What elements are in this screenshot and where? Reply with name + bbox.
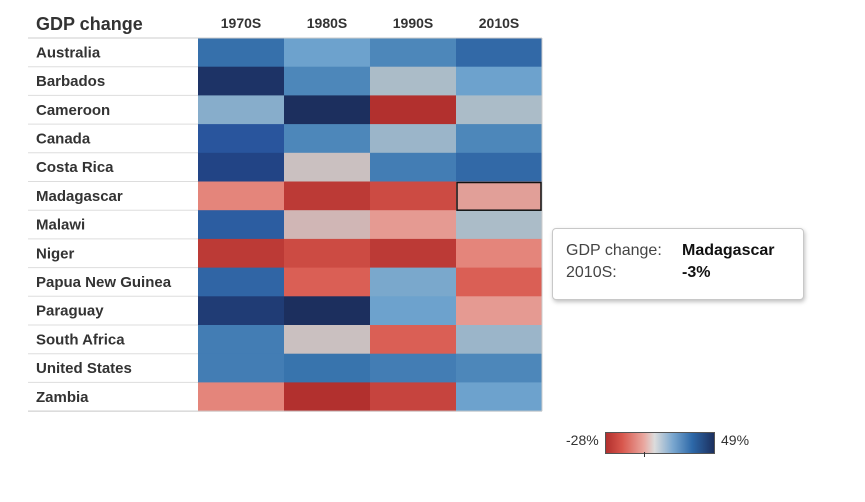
heatmap-cell[interactable] xyxy=(198,296,284,326)
heatmap-cell[interactable] xyxy=(370,38,456,68)
heatmap-cell[interactable] xyxy=(198,325,284,355)
chart-title: GDP change xyxy=(36,14,143,34)
row-label: Canada xyxy=(36,130,91,147)
row-label: Australia xyxy=(36,44,101,61)
heatmap-cell[interactable] xyxy=(370,152,456,182)
legend-slider-tick[interactable] xyxy=(644,452,645,457)
heatmap-cell[interactable] xyxy=(198,382,284,412)
color-legend-bar[interactable] xyxy=(605,432,715,454)
heatmap-cell[interactable] xyxy=(198,353,284,383)
heatmap-cell[interactable] xyxy=(456,124,542,154)
heatmap-cell[interactable] xyxy=(456,238,542,269)
heatmap-cell[interactable] xyxy=(284,181,370,211)
heatmap-cell[interactable] xyxy=(370,325,456,355)
row-label: Barbados xyxy=(36,73,105,90)
heatmap-cell[interactable] xyxy=(198,124,284,154)
heatmap-cell[interactable] xyxy=(370,238,456,269)
heatmap-cell[interactable] xyxy=(456,210,542,240)
heatmap-cell[interactable] xyxy=(284,38,370,68)
tooltip-label-decade: 2010S: xyxy=(566,264,617,281)
heatmap-cell[interactable] xyxy=(456,181,542,211)
row-label: Papua New Guinea xyxy=(36,274,172,291)
heatmap-cell[interactable] xyxy=(198,267,284,297)
heatmap-cell[interactable] xyxy=(370,382,456,412)
heatmap-cell[interactable] xyxy=(456,38,542,68)
legend-max-label: 49% xyxy=(721,432,750,448)
heatmap-cell[interactable] xyxy=(198,66,284,96)
selected-cell-outline xyxy=(456,181,542,211)
column-labels: 1970S 1980S 1990S 2010S xyxy=(221,15,519,31)
heatmap-cell[interactable] xyxy=(284,124,370,154)
row-label: United States xyxy=(36,360,132,377)
heatmap-cells xyxy=(198,38,542,412)
column-label: 1990S xyxy=(393,15,433,31)
tooltip-row-value: 2010S: -3% xyxy=(566,264,710,284)
heatmap-cell[interactable] xyxy=(456,325,542,355)
tooltip-value-percent: -3% xyxy=(682,264,711,281)
column-label: 1980S xyxy=(307,15,347,31)
tooltip-value-country: Madagascar xyxy=(682,242,775,259)
heatmap-cell[interactable] xyxy=(370,267,456,297)
heatmap-cell[interactable] xyxy=(198,181,284,211)
heatmap-cell[interactable] xyxy=(284,66,370,96)
heatmap-cell[interactable] xyxy=(284,296,370,326)
heatmap-cell[interactable] xyxy=(284,325,370,355)
row-label: Cameroon xyxy=(36,102,110,119)
heatmap-cell[interactable] xyxy=(370,66,456,96)
heatmap-cell[interactable] xyxy=(284,353,370,383)
legend-min-label: -28% xyxy=(566,432,599,448)
heatmap-cell[interactable] xyxy=(284,152,370,182)
heatmap-cell[interactable] xyxy=(198,238,284,269)
heatmap-cell[interactable] xyxy=(284,267,370,297)
row-labels: Australia Barbados Cameroon Canada Costa Ric… xyxy=(36,44,172,405)
row-label: Niger xyxy=(36,245,75,262)
heatmap-cell[interactable] xyxy=(370,181,456,211)
tooltip: GDP change: Madagascar 2010S: -3% xyxy=(552,228,804,300)
row-label: Costa Rica xyxy=(36,159,114,176)
heatmap-cell[interactable] xyxy=(370,296,456,326)
row-label: Madagascar xyxy=(36,188,123,205)
heatmap-cell[interactable] xyxy=(284,238,370,269)
heatmap-cell[interactable] xyxy=(284,382,370,412)
heatmap-cell[interactable] xyxy=(198,38,284,68)
heatmap-cell[interactable] xyxy=(456,95,542,125)
heatmap-cell[interactable] xyxy=(456,66,542,96)
heatmap-cell[interactable] xyxy=(456,353,542,383)
row-label: Zambia xyxy=(36,389,89,406)
heatmap-cell[interactable] xyxy=(370,95,456,125)
row-label: Paraguay xyxy=(36,303,104,320)
column-label: 2010S xyxy=(479,15,519,31)
row-label: Malawi xyxy=(36,217,85,234)
column-label: 1970S xyxy=(221,15,261,31)
heatmap-cell[interactable] xyxy=(456,382,542,412)
heatmap-cell[interactable] xyxy=(370,124,456,154)
row-label: South Africa xyxy=(36,331,125,348)
row-separators xyxy=(28,37,543,412)
tooltip-label-gdp-change: GDP change: xyxy=(566,242,662,259)
heatmap-cell[interactable] xyxy=(284,95,370,125)
heatmap-cell[interactable] xyxy=(198,210,284,240)
heatmap-cell[interactable] xyxy=(284,210,370,240)
heatmap-cell[interactable] xyxy=(456,152,542,182)
heatmap-cell[interactable] xyxy=(370,210,456,240)
heatmap-cell[interactable] xyxy=(370,353,456,383)
heatmap-cell[interactable] xyxy=(456,267,542,297)
heatmap-cell[interactable] xyxy=(456,296,542,326)
heatmap-cell[interactable] xyxy=(198,152,284,182)
heatmap-cell[interactable] xyxy=(198,95,284,125)
tooltip-row-country: GDP change: Madagascar xyxy=(566,242,775,262)
